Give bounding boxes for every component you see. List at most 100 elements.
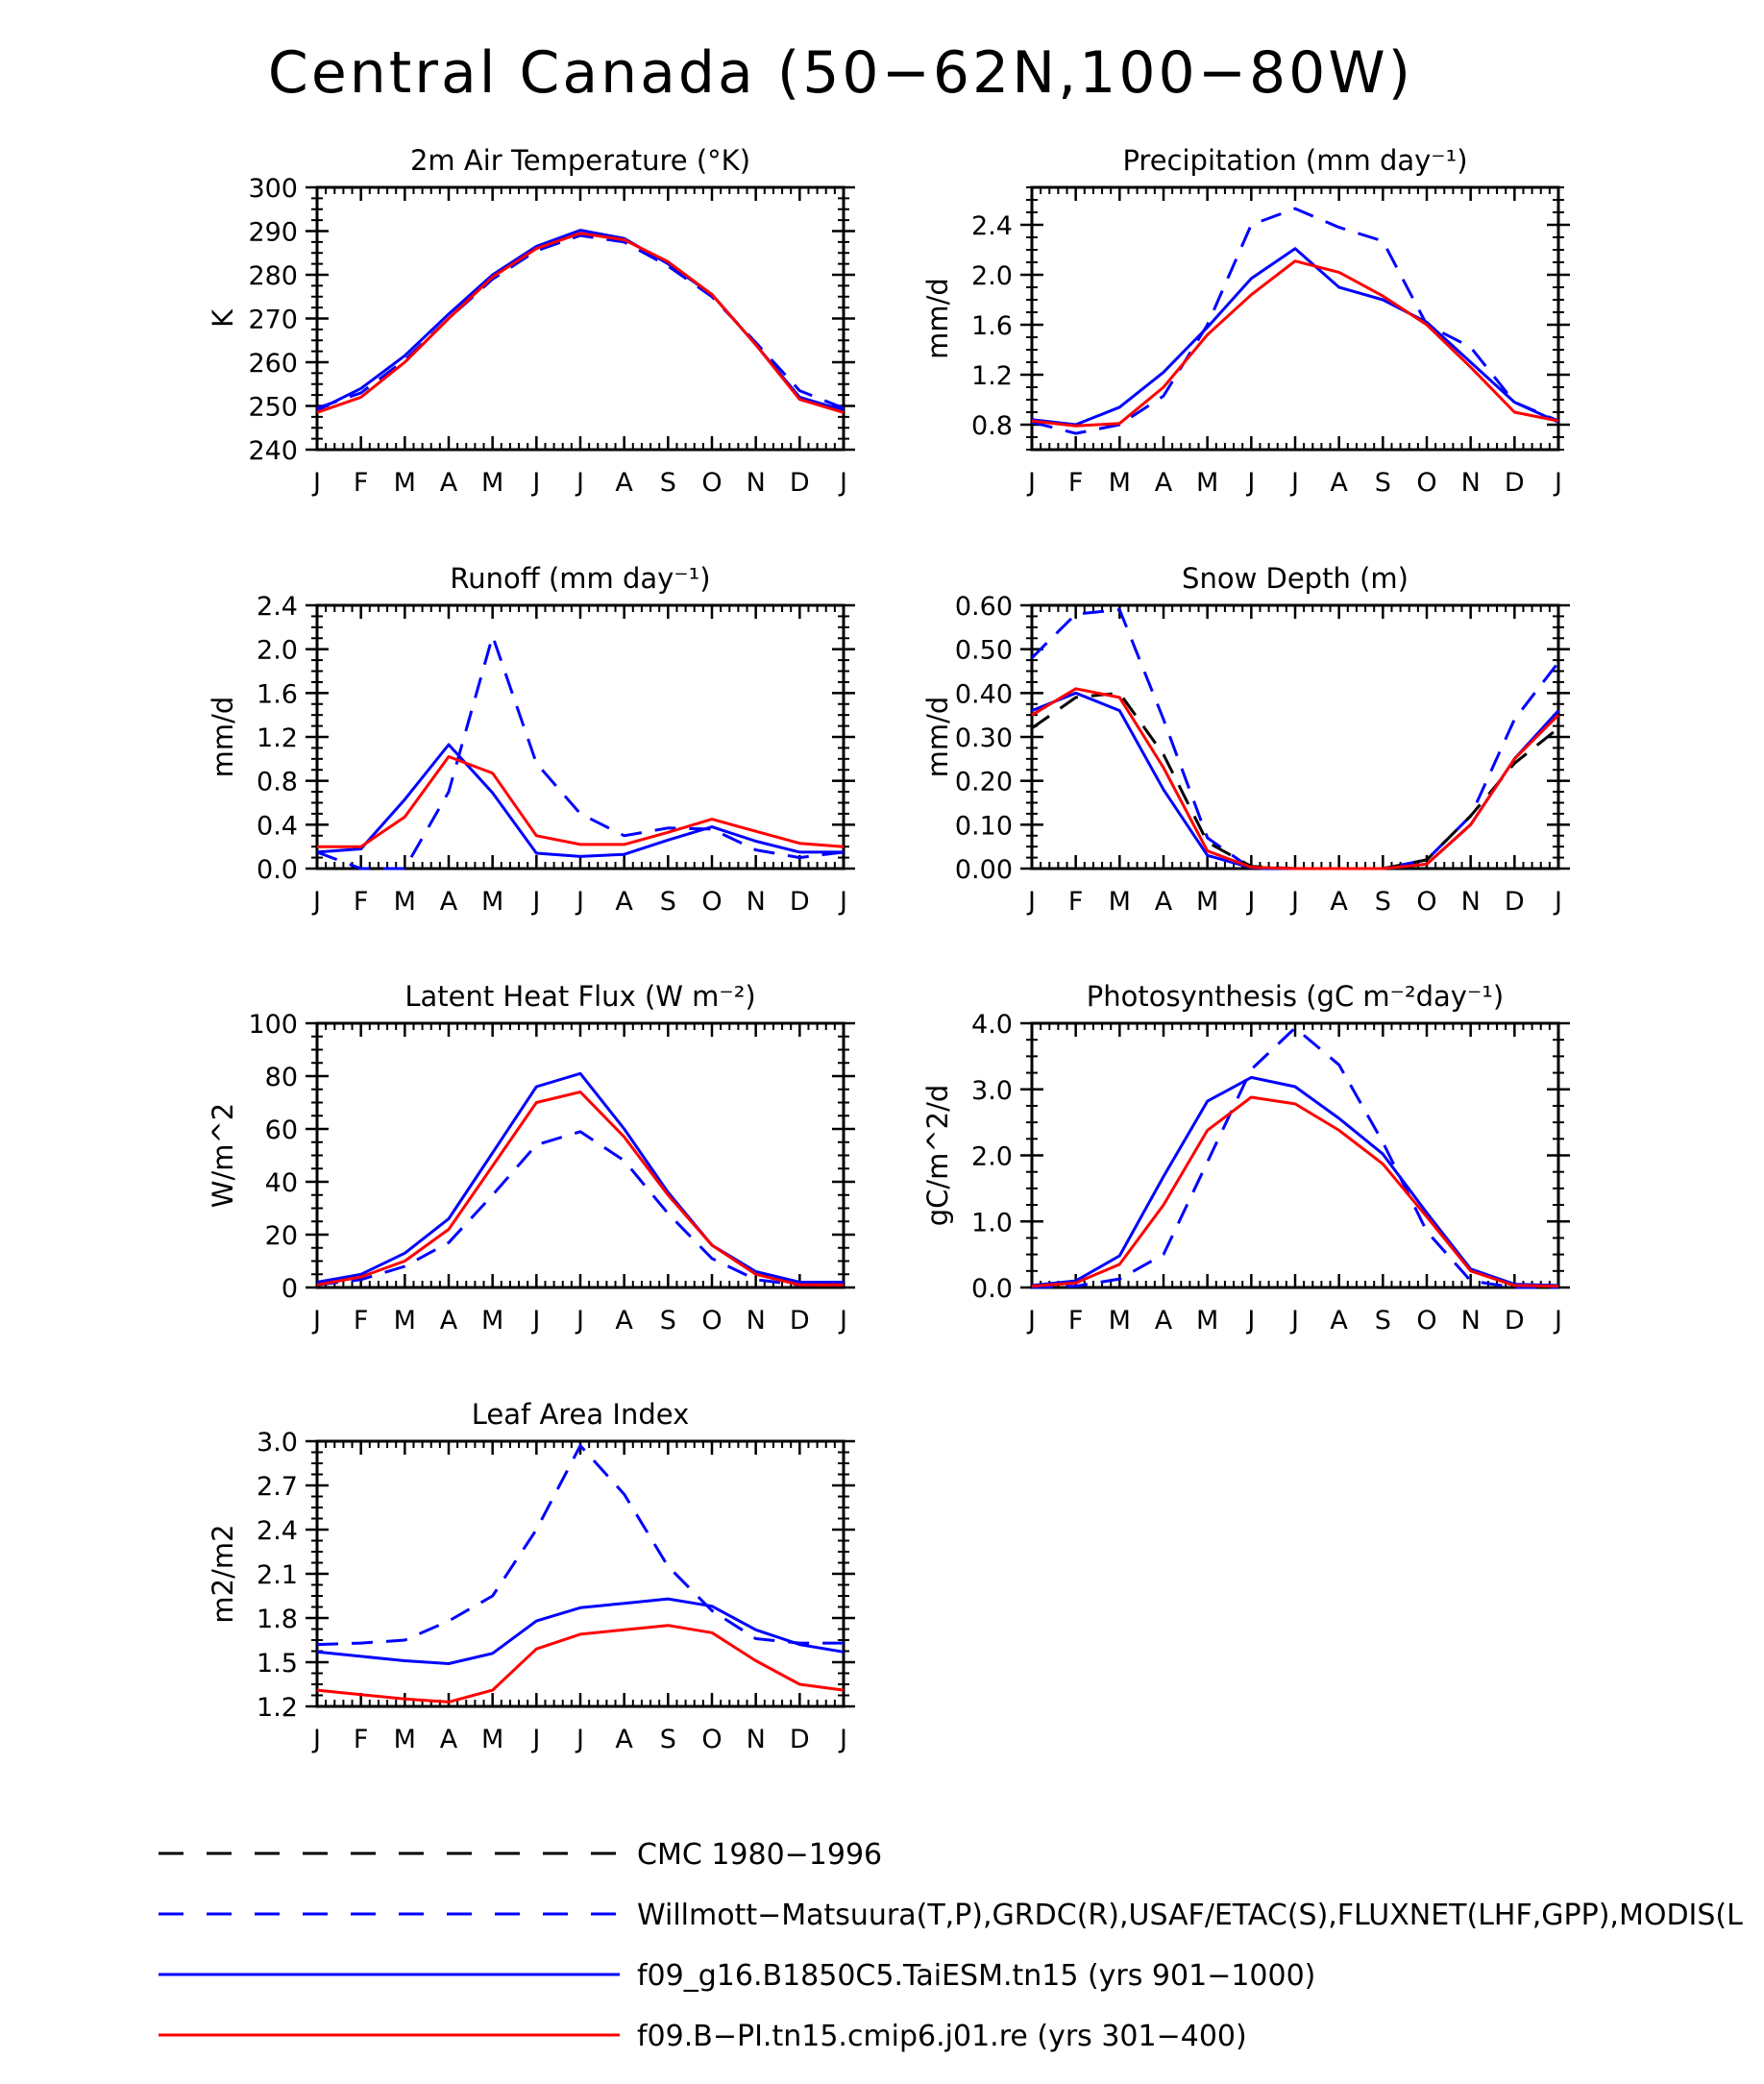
series-line-model1 <box>316 1597 845 1665</box>
panel-6: J F M A M J J A S O N D J0.01.02.03.04.0Photosynthes… <box>921 980 1570 1336</box>
series-line-cmc <box>1031 691 1559 870</box>
series-line-obs <box>316 233 845 410</box>
x-tick-label: F <box>1068 468 1084 498</box>
x-tick-label: J <box>530 1725 540 1754</box>
x-tick-label: J <box>1553 1306 1562 1336</box>
x-tick-label: F <box>354 468 369 498</box>
x-tick-label: J <box>575 887 584 917</box>
y-tick-label: 0.0 <box>971 1274 1013 1304</box>
x-tick-label: M <box>1196 1306 1218 1336</box>
panel-title: Photosynthesis (gC m⁻²day⁻¹) <box>1087 980 1504 1013</box>
series-line-model2 <box>316 1091 844 1287</box>
y-tick-label: 1.5 <box>257 1649 298 1679</box>
x-tick-label: A <box>615 1725 633 1754</box>
x-tick-label: A <box>615 887 633 917</box>
y-tick-label: 270 <box>248 306 298 335</box>
x-tick-label: O <box>1416 887 1436 917</box>
series-line-obs <box>1031 1026 1558 1289</box>
y-tick-label: 260 <box>248 349 298 379</box>
y-tick-label: 0.60 <box>955 592 1013 622</box>
x-tick-label: F <box>354 1306 369 1336</box>
x-tick-label: A <box>440 1725 458 1754</box>
x-tick-label: M <box>394 1306 416 1336</box>
y-tick-label: 2.0 <box>257 636 298 666</box>
x-tick-label: J <box>530 1306 540 1336</box>
y-tick-label: 2.4 <box>257 1516 298 1546</box>
x-tick-label: F <box>354 887 369 917</box>
x-tick-label: N <box>747 887 766 917</box>
x-tick-label: J <box>575 1306 584 1336</box>
x-tick-label: S <box>660 468 676 498</box>
x-tick-label: N <box>747 468 766 498</box>
x-tick-label: F <box>1068 887 1084 917</box>
x-tick-label: O <box>1416 468 1436 498</box>
series-line-model2 <box>1031 259 1559 428</box>
panel-title: 2m Air Temperature (°K) <box>410 144 750 177</box>
x-tick-label: O <box>701 1725 722 1754</box>
series-line-model2 <box>316 232 845 414</box>
y-tick-label: 0.0 <box>257 855 298 885</box>
x-tick-label: N <box>747 1306 766 1336</box>
y-tick-label: 4.0 <box>971 1010 1013 1040</box>
x-tick-label: M <box>1196 468 1218 498</box>
x-tick-label: D <box>1505 468 1525 498</box>
x-tick-label: O <box>701 1306 722 1336</box>
x-tick-label: J <box>1026 1306 1036 1336</box>
x-tick-label: J <box>838 1306 847 1336</box>
y-tick-label: 2.0 <box>971 261 1013 291</box>
y-axis-label: mm/d <box>921 697 954 778</box>
y-tick-label: 0.4 <box>257 811 298 841</box>
x-tick-label: M <box>481 468 503 498</box>
x-tick-label: A <box>1330 468 1348 498</box>
x-tick-label: M <box>481 1306 503 1336</box>
x-tick-label: S <box>1375 1306 1391 1336</box>
y-tick-label: 100 <box>248 1010 298 1040</box>
x-tick-label: S <box>1375 468 1391 498</box>
x-tick-label: A <box>615 468 633 498</box>
y-tick-label: 1.2 <box>971 361 1013 391</box>
y-axis-label: gC/m^2/d <box>921 1085 954 1227</box>
y-tick-label: 2.4 <box>257 592 298 622</box>
y-tick-label: 80 <box>265 1063 298 1092</box>
legend-label-model1: f09_g16.B1850C5.TaiESM.tn15 (yrs 901−100… <box>637 1959 1315 1993</box>
y-axis-label: m2/m2 <box>207 1524 239 1623</box>
x-tick-label: A <box>1155 1306 1173 1336</box>
x-tick-label: J <box>530 887 540 917</box>
x-tick-label: M <box>1109 1306 1131 1336</box>
series-line-model1 <box>316 229 845 412</box>
x-tick-label: M <box>1196 887 1218 917</box>
y-tick-label: 280 <box>248 261 298 291</box>
plot-frame <box>315 603 845 870</box>
x-tick-label: D <box>1505 1306 1525 1336</box>
legend-label-model2: f09.B−PI.tn15.cmip6.j01.re (yrs 301−400) <box>637 2020 1247 2053</box>
y-tick-label: 2.7 <box>257 1472 298 1502</box>
y-tick-label: 300 <box>248 174 298 204</box>
series-line-obs <box>316 1130 844 1287</box>
y-tick-label: 1.6 <box>257 679 298 709</box>
figure-title: Central Canada (50−62N,100−80W) <box>268 39 1413 107</box>
x-tick-label: J <box>575 468 584 498</box>
x-tick-label: J <box>530 468 540 498</box>
x-tick-label: M <box>394 887 416 917</box>
x-tick-label: S <box>1375 887 1391 917</box>
x-tick-label: S <box>660 1725 676 1754</box>
y-tick-label: 0 <box>282 1274 298 1304</box>
x-tick-label: F <box>354 1725 369 1754</box>
x-tick-label: J <box>1245 887 1255 917</box>
x-tick-label: N <box>1461 468 1481 498</box>
y-tick-label: 240 <box>248 436 298 466</box>
x-tick-label: A <box>440 468 458 498</box>
x-tick-label: A <box>440 1306 458 1336</box>
series-line-model2 <box>1031 687 1560 870</box>
x-tick-label: J <box>1553 887 1562 917</box>
y-tick-label: 3.0 <box>257 1428 298 1458</box>
y-tick-label: 290 <box>248 218 298 248</box>
x-tick-label: M <box>1109 468 1131 498</box>
plot-frame <box>315 185 845 452</box>
x-tick-label: J <box>1289 887 1299 917</box>
series-line-model2 <box>316 1624 845 1704</box>
x-tick-label: A <box>1155 887 1173 917</box>
y-tick-label: 1.2 <box>257 1693 298 1723</box>
